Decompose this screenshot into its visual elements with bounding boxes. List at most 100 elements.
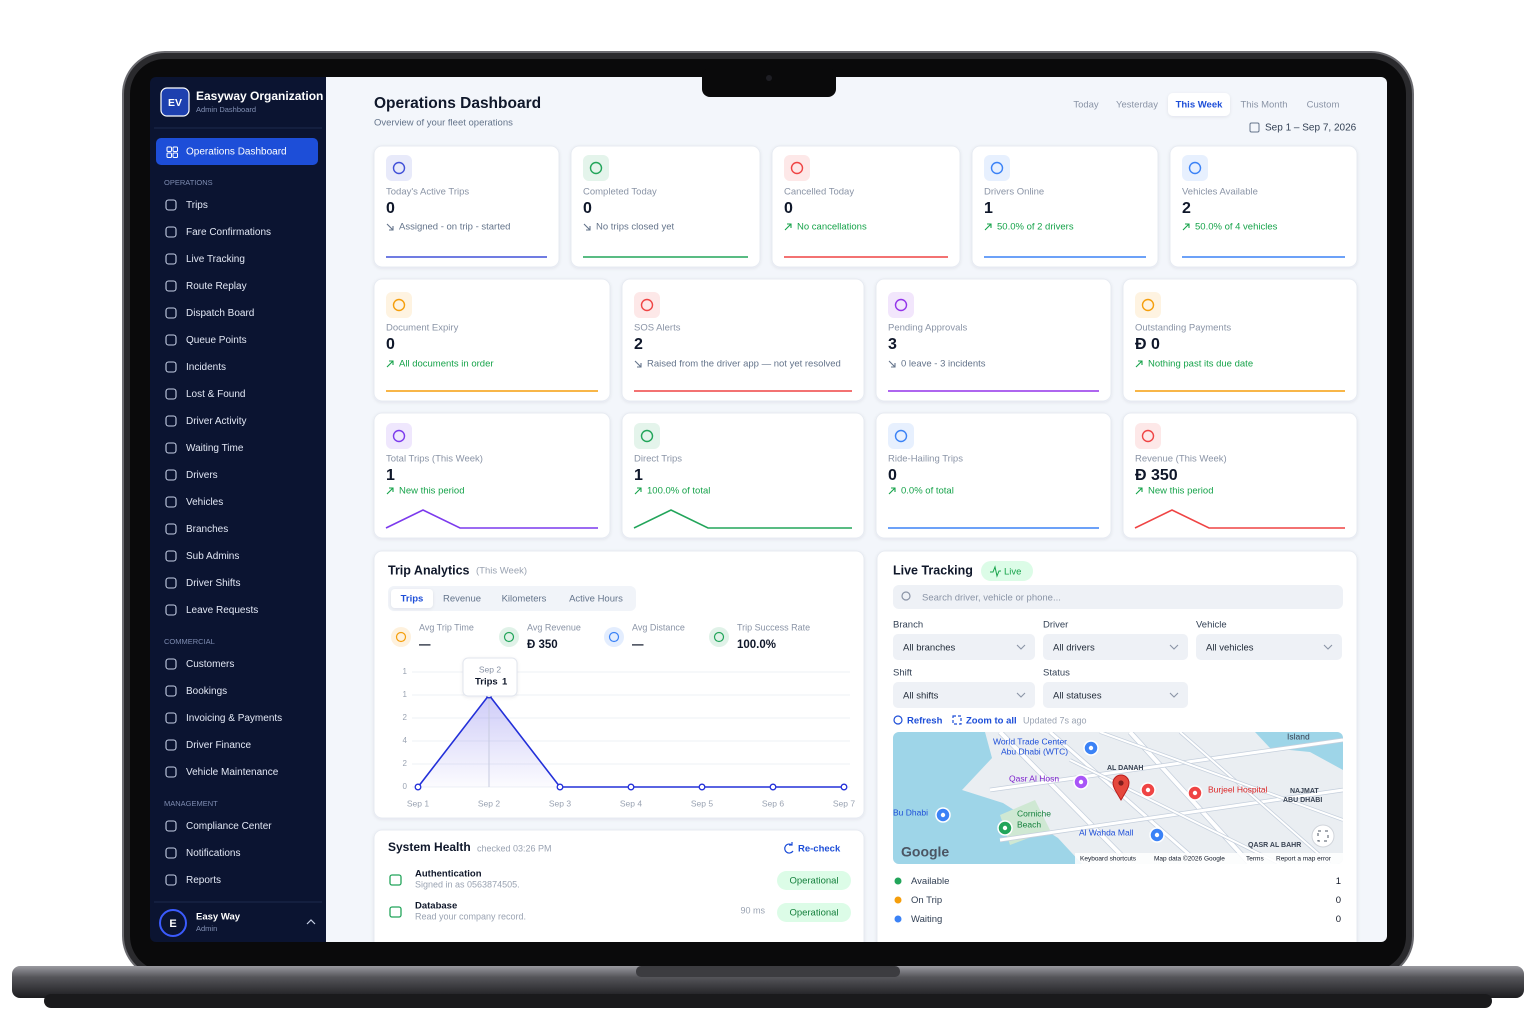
stat-card[interactable]: Ride-Hailing Trips 0 0.0% of total [875,412,1112,539]
analytics-tab[interactable]: Revenue [443,594,481,605]
recheck-button[interactable]: Re-check [784,842,841,855]
nav-item[interactable]: Leave Requests [165,604,258,616]
point[interactable] [627,783,635,791]
nav-icon [172,152,178,158]
range-tab[interactable]: Yesterday [1116,100,1158,111]
range-tab[interactable]: Custom [1307,100,1340,111]
stat-card[interactable]: Total Trips (This Week) 1 New this period [373,412,611,539]
analytics-tab[interactable]: Active Hours [569,594,623,605]
point[interactable] [840,783,848,791]
status-label: Operational [789,908,838,919]
stat-card[interactable]: Outstanding Payments Ð 0 Nothing past its … [1122,278,1358,402]
range-tab[interactable]: This Week [1168,93,1230,116]
point[interactable] [414,783,422,791]
nav-item[interactable]: Lost & Found [165,388,245,400]
nav-item[interactable]: Trips [165,199,208,211]
nav-item[interactable]: Sub Admins [165,550,239,562]
nav-item[interactable]: Dispatch Board [165,307,254,319]
map-poi-glyph [1154,832,1160,838]
nav-item[interactable]: Compliance Center [165,820,272,832]
stat-card[interactable]: Document Expiry 0 All documents in order [373,278,611,402]
filter-select[interactable]: Driver All drivers [1043,620,1188,660]
map-fullscreen [1311,824,1335,848]
map-road [998,732,1132,864]
zoom-button[interactable]: Zoom to all [952,715,1017,727]
nav-label: Driver Activity [186,416,247,427]
stat-value: 2 [634,336,643,353]
card-bg [373,412,611,539]
select-bg [1196,634,1342,660]
nav-item[interactable]: Driver Activity [165,415,247,427]
stat-note: All documents in order [399,359,494,370]
nav-label: Trips [186,200,208,211]
nav-item[interactable]: Fare Confirmations [165,226,271,238]
nav-item[interactable]: Queue Points [165,334,247,346]
nav-item[interactable]: Driver Finance [165,739,251,751]
filter-label: Branch [893,620,923,631]
nav-icon [165,739,177,751]
map-label: Bu Dhabi [893,807,928,817]
nav-item[interactable]: Driver Shifts [165,577,240,589]
select-value: All vehicles [1206,643,1254,654]
nav-item[interactable]: Live Tracking [165,253,245,265]
map-label: Keyboard shortcuts [1080,856,1137,863]
nav-icon [165,577,177,589]
analytics-stat-value: — [632,639,644,651]
tooltip-series: Trips [475,677,498,688]
stat-label: Document Expiry [386,323,459,334]
tab-label: Active Hours [569,594,623,605]
y-tick-label: 1 [403,667,408,676]
nav-item[interactable]: Notifications [165,847,240,859]
nav-item[interactable]: Bookings [165,685,227,697]
stat-card[interactable]: Drivers Online 1 50.0% of 2 drivers [971,145,1159,268]
nav-icon [166,146,172,152]
sparkline [633,509,852,529]
nav-item[interactable]: Branches [165,523,228,535]
point[interactable] [556,783,564,791]
nav-item[interactable]: Vehicles [165,496,223,508]
filter-select[interactable]: Vehicle All vehicles [1196,620,1342,660]
nav-item[interactable]: Incidents [165,361,226,373]
y-tick-label: 0 [403,782,408,791]
trend-arrow [634,360,642,368]
range-tab[interactable]: Today [1073,100,1099,111]
point[interactable] [698,783,706,791]
filter-select[interactable]: Shift All shifts [893,668,1035,708]
stat-card[interactable]: Direct Trips 1 100.0% of total [621,412,865,539]
stat-icon-glyph [608,631,620,643]
nav-item[interactable]: Invoicing & Payments [165,712,282,724]
nav-item[interactable]: Vehicle Maintenance [165,766,279,778]
nav-item[interactable]: Route Replay [165,280,247,292]
tab-active [391,589,433,608]
filter-select[interactable]: Branch All branches [893,620,1035,660]
stat-card[interactable]: Vehicles Available 2 50.0% of 4 vehicles [1169,145,1358,268]
nav-item[interactable]: Waiting Time [165,442,244,454]
stat-card[interactable]: SOS Alerts 2 Raised from the driver app — … [621,278,865,402]
org-subtitle: Admin Dashboard [196,105,256,114]
nav-item-active[interactable]: Operations Dashboard [156,138,318,165]
nav-item[interactable]: Reports [165,874,221,886]
filter-select[interactable]: Status All statuses [1043,668,1188,708]
nav-label: Invoicing & Payments [186,713,282,724]
stat-card[interactable]: Completed Today 0 No trips closed yet [570,145,761,268]
analytics-tab[interactable]: Trips [391,589,433,608]
nav-item[interactable]: Customers [165,658,234,670]
point[interactable] [769,783,777,791]
legend-label: On Trip [911,895,942,906]
nav-item[interactable]: Drivers [165,469,218,481]
legend-count: 0 [1336,895,1341,906]
stat-card[interactable]: Pending Approvals 3 0 leave - 3 incidents [875,278,1112,402]
analytics-tab[interactable]: Kilometers [502,594,547,605]
refresh-button[interactable]: Refresh [893,715,943,727]
nav-label: Lost & Found [186,389,245,400]
stat-card[interactable]: Cancelled Today 0 No cancellations [771,145,961,268]
stat-card[interactable]: Today's Active Trips 0 Assigned - on trip … [373,145,560,268]
stat-card[interactable]: Revenue (This Week) Ð 350 New this period [1122,412,1358,539]
card-bg [570,145,761,268]
map-attribution-bg [1075,853,1343,864]
panel-title: System Health [388,840,471,854]
range-tab[interactable]: This Month [1241,100,1288,111]
search-input[interactable]: Search driver, vehicle or phone... [893,585,1343,609]
